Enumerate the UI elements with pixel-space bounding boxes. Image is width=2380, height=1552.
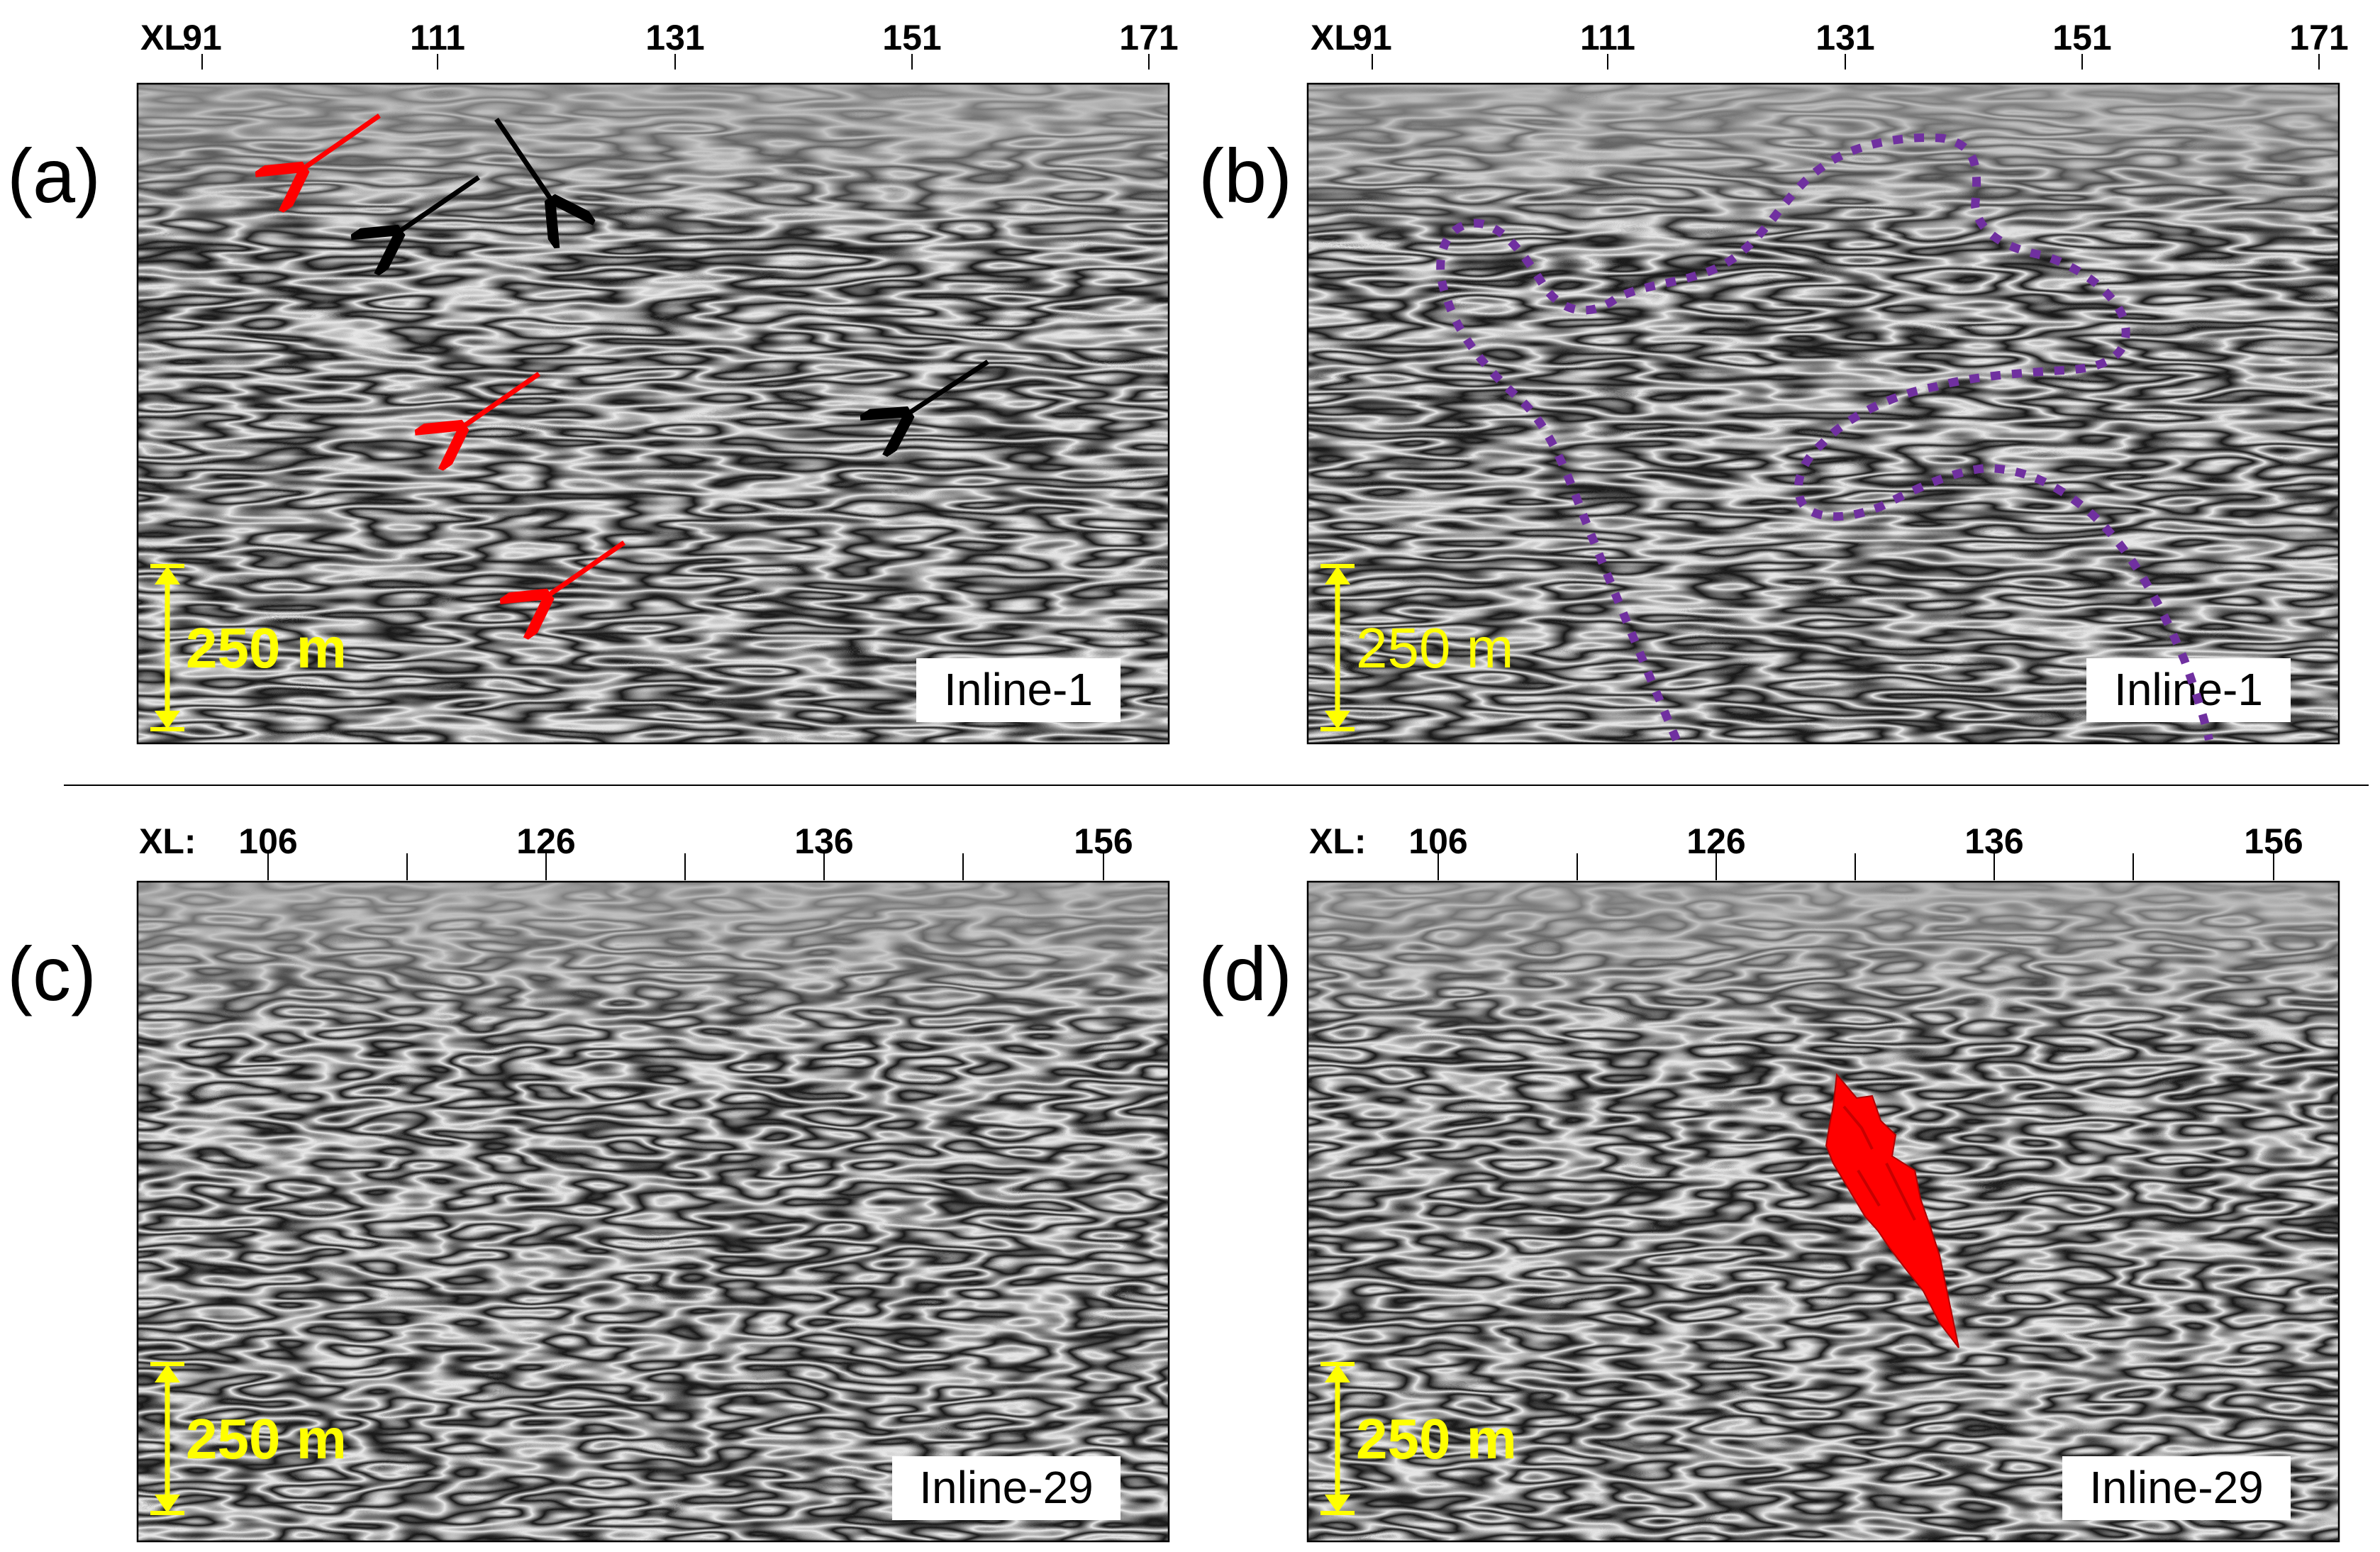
inline-label: Inline-29	[2089, 1462, 2264, 1513]
axis-tick-label: 91	[1352, 18, 1392, 57]
black-arrow	[394, 175, 480, 235]
panel-label: (d)	[1199, 931, 1292, 1016]
axis-prefix: XL	[1311, 18, 1356, 57]
axis-tick-label: 106	[1408, 821, 1467, 861]
seismic-section	[138, 882, 1169, 1541]
inline-label: Inline-1	[2114, 664, 2263, 715]
scale-bar	[150, 564, 184, 731]
red-body-shape	[1825, 1072, 1959, 1348]
axis-tick-label: 91	[182, 18, 222, 57]
black-arrows	[394, 118, 989, 417]
axis-prefix: XL:	[1309, 821, 1367, 861]
axis-tick-label: 156	[2244, 821, 2303, 861]
axis-tick-label: 111	[1580, 18, 1635, 57]
panel-d: (d) XL: 106 126 136 156 250 m Inline-29	[1199, 821, 2340, 1543]
scale-bar	[1320, 564, 1355, 731]
axis-tick-label: 126	[1686, 821, 1745, 861]
panel-frame	[136, 880, 1170, 1543]
panel-c: (c) XL: 106 126 136 156 250 m Inline-29	[7, 821, 1170, 1543]
red-body	[1825, 1072, 1959, 1348]
axis-tick-label: 151	[882, 18, 941, 57]
panel-frame	[1306, 880, 2340, 1543]
axis-tick-label: 126	[516, 821, 575, 861]
panel-frame	[136, 82, 1170, 745]
dashed-outline-path	[1436, 133, 2213, 742]
inline-label-box	[2062, 1456, 2291, 1520]
red-arrow	[298, 113, 381, 172]
axis-tick-label: 106	[238, 821, 297, 861]
scale-bar-label: 250 m	[1356, 1407, 1517, 1470]
panel-label: (a)	[7, 133, 101, 218]
inline-label-box	[916, 658, 1121, 722]
scale-bar	[150, 1362, 184, 1515]
scale-bar-label: 250 m	[1356, 616, 1513, 680]
axis-tick-label: 151	[2052, 18, 2111, 57]
inline-label-box	[892, 1456, 1121, 1520]
panel-label: (b)	[1199, 133, 1292, 218]
black-arrow	[494, 118, 555, 206]
axis-prefix: XL:	[139, 821, 196, 861]
axis-tick-label: 156	[1074, 821, 1133, 861]
axis-tick-label: 136	[794, 821, 853, 861]
inline-label: Inline-29	[919, 1462, 1094, 1513]
axis-tick-label: 111	[410, 18, 465, 57]
scale-bar	[1320, 1362, 1355, 1515]
scale-bar-label: 250 m	[186, 616, 347, 680]
red-body-shading	[1842, 1105, 1916, 1221]
scale-bar-label: 250 m	[186, 1407, 347, 1470]
panel-label: (c)	[7, 931, 96, 1016]
seismic-section	[138, 84, 1169, 743]
inline-label-box	[2086, 658, 2291, 722]
axis-prefix: XL	[140, 18, 186, 57]
red-arrow	[543, 541, 625, 599]
red-arrows	[298, 113, 625, 599]
seismic-section	[1308, 882, 2339, 1541]
panel-frame	[1306, 82, 2340, 745]
axis-tick-label: 136	[1964, 821, 2023, 861]
axis-tick-label: 131	[645, 18, 704, 57]
axis-tick-label: 171	[2289, 18, 2348, 57]
inline-label: Inline-1	[944, 664, 1093, 715]
axis-tick-label: 171	[1119, 18, 1178, 57]
seismic-section	[1308, 84, 2339, 743]
axis-tick-label: 131	[1815, 18, 1874, 57]
red-arrow	[457, 372, 540, 431]
black-arrow	[903, 360, 989, 417]
dashed-outline	[1436, 133, 2213, 742]
